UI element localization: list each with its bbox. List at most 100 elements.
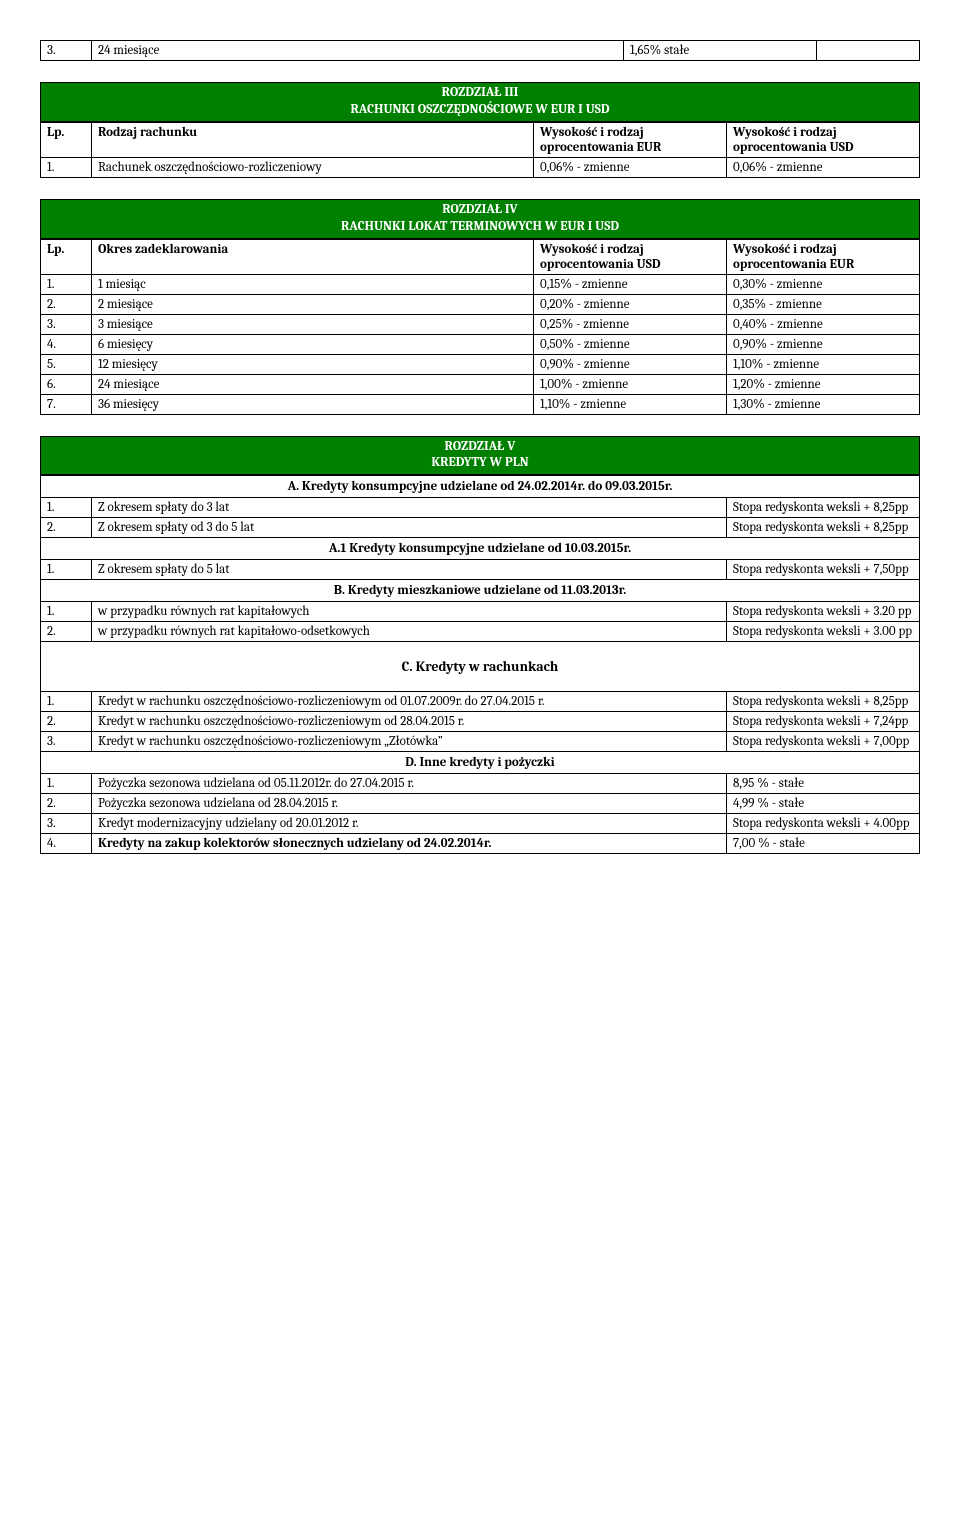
cell-val: Stopa redyskonta weksli + 3.00 pp [727, 622, 920, 642]
cell-lp: 2. [41, 794, 92, 814]
table-row: 5.12 miesięcy0,90% - zmienne1,10% - zmie… [41, 354, 920, 374]
section-3-table: Lp. Rodzaj rachunku Wysokość i rodzaj op… [40, 122, 920, 178]
cell-lp: 1. [41, 602, 92, 622]
subheading-a: A. Kredyty konsumpcyjne udzielane od 24.… [41, 476, 920, 498]
col-desc: Rodzaj rachunku [92, 122, 534, 157]
table-row: 2.Kredyt w rachunku oszczędnościowo-rozl… [41, 712, 920, 732]
cell-c1: 1,00% - zmienne [534, 374, 727, 394]
section-5-header: ROZDZIAŁ V KREDYTY W PLN [40, 436, 920, 476]
cell-desc: 3 miesiące [92, 314, 534, 334]
section-3-header: ROZDZIAŁ III RACHUNKI OSZCZĘDNOŚCIOWE W … [40, 82, 920, 122]
cell-c2: 1,10% - zmienne [727, 354, 920, 374]
table-row: 3.Kredyt w rachunku oszczędnościowo-rozl… [41, 732, 920, 752]
section-4-title-2: RACHUNKI LOKAT TERMINOWYCH W EUR I USD [45, 219, 915, 236]
cell-val: Stopa redyskonta weksli + 7,00pp [727, 732, 920, 752]
col-lp: Lp. [41, 239, 92, 274]
section-4-header: ROZDZIAŁ IV RACHUNKI LOKAT TERMINOWYCH W… [40, 199, 920, 239]
cell-desc: 36 miesięcy [92, 394, 534, 414]
cell-desc: w przypadku równych rat kapitałowo-odset… [92, 622, 727, 642]
cell-c1: 0,06% - zmienne [534, 157, 727, 177]
cell-val: 4,99 % - stałe [727, 794, 920, 814]
table-row: 1.Z okresem spłaty do 3 latStopa redysko… [41, 498, 920, 518]
cell-desc: Kredyt w rachunku oszczędnościowo-rozlic… [92, 692, 727, 712]
cell-c1: 0,90% - zmienne [534, 354, 727, 374]
table-row: 6.24 miesiące1,00% - zmienne1,20% - zmie… [41, 374, 920, 394]
cell-desc: Pożyczka sezonowa udzielana od 28.04.201… [92, 794, 727, 814]
cell-c2: 0,35% - zmienne [727, 294, 920, 314]
table-row: 1. Rachunek oszczędnościowo-rozliczeniow… [41, 157, 920, 177]
table-row: 1.Z okresem spłaty do 5 latStopa redysko… [41, 560, 920, 580]
table-row: 1.w przypadku równych rat kapitałowychSt… [41, 602, 920, 622]
cell-empty [817, 41, 920, 61]
cell-desc: 1 miesiąc [92, 274, 534, 294]
subheading-d-text: D. Inne kredyty i pożyczki [41, 752, 920, 774]
cell-lp: 1. [41, 560, 92, 580]
cell-lp: 3. [41, 41, 92, 61]
cell-lp: 1. [41, 498, 92, 518]
cell-lp: 3. [41, 314, 92, 334]
cell-lp: 3. [41, 732, 92, 752]
cell-lp: 1. [41, 157, 92, 177]
table-row: 2.Z okresem spłaty od 3 do 5 latStopa re… [41, 518, 920, 538]
cell-desc: Rachunek oszczędnościowo-rozliczeniowy [92, 157, 534, 177]
col-c1: Wysokość i rodzaj oprocentowania USD [534, 239, 727, 274]
subheading-a-text: A. Kredyty konsumpcyjne udzielane od 24.… [41, 476, 920, 498]
cell-lp: 4. [41, 334, 92, 354]
cell-val: Stopa redyskonta weksli + 4.00pp [727, 814, 920, 834]
col-c1: Wysokość i rodzaj oprocentowania EUR [534, 122, 727, 157]
cell-val: Stopa redyskonta weksli + 8,25pp [727, 498, 920, 518]
cell-c2: 0,40% - zmienne [727, 314, 920, 334]
cell-c1: 0,15% - zmienne [534, 274, 727, 294]
cell-desc: Z okresem spłaty od 3 do 5 lat [92, 518, 727, 538]
cell-lp: 1. [41, 692, 92, 712]
cell-desc: Kredyt modernizacyjny udzielany od 20.01… [92, 814, 727, 834]
col-c2: Wysokość i rodzaj oprocentowania EUR [727, 239, 920, 274]
subheading-b-text: B. Kredyty mieszkaniowe udzielane od 11.… [41, 580, 920, 602]
cell-desc: Z okresem spłaty do 5 lat [92, 560, 727, 580]
cell-desc: Kredyt w rachunku oszczędnościowo-rozlic… [92, 712, 727, 732]
cell-desc: Z okresem spłaty do 3 lat [92, 498, 727, 518]
table-row: 4.6 miesięcy0,50% - zmienne0,90% - zmien… [41, 334, 920, 354]
subheading-a1-text: A.1 Kredyty konsumpcyjne udzielane od 10… [41, 538, 920, 560]
table-row: 3.Kredyt modernizacyjny udzielany od 20.… [41, 814, 920, 834]
cell-val: 7,00 % - stałe [727, 834, 920, 854]
table-row: 2.w przypadku równych rat kapitałowo-ods… [41, 622, 920, 642]
cell-desc: Pożyczka sezonowa udzielana od 05.11.201… [92, 774, 727, 794]
table-header-row: Lp. Rodzaj rachunku Wysokość i rodzaj op… [41, 122, 920, 157]
bold-part: Kredyty na zakup kolektorów słonecznych … [98, 836, 491, 851]
cell-lp: 4. [41, 834, 92, 854]
cell-c2: 1,30% - zmienne [727, 394, 920, 414]
cell-val: Stopa redyskonta weksli + 7,24pp [727, 712, 920, 732]
cell-lp: 1. [41, 774, 92, 794]
cell-val: Stopa redyskonta weksli + 8,25pp [727, 518, 920, 538]
cell-desc: Kredyty na zakup kolektorów słonecznych … [92, 834, 727, 854]
subheading-d: D. Inne kredyty i pożyczki [41, 752, 920, 774]
cell-desc: 2 miesiące [92, 294, 534, 314]
section-4-table: Lp. Okres zadeklarowania Wysokość i rodz… [40, 239, 920, 415]
cell-val: 1,65% stałe [624, 41, 817, 61]
subheading-c: C. Kredyty w rachunkach [41, 642, 920, 692]
cell-val: Stopa redyskonta weksli + 7,50pp [727, 560, 920, 580]
cell-desc: w przypadku równych rat kapitałowych [92, 602, 727, 622]
cell-lp: 7. [41, 394, 92, 414]
section-3-title-2: RACHUNKI OSZCZĘDNOŚCIOWE W EUR I USD [45, 102, 915, 119]
cell-c1: 0,20% - zmienne [534, 294, 727, 314]
cell-lp: 5. [41, 354, 92, 374]
table-row: 3.3 miesiące0,25% - zmienne0,40% - zmien… [41, 314, 920, 334]
section-5-table: A. Kredyty konsumpcyjne udzielane od 24.… [40, 475, 920, 854]
cell-val: 8,95 % - stałe [727, 774, 920, 794]
subheading-b: B. Kredyty mieszkaniowe udzielane od 11.… [41, 580, 920, 602]
col-c2: Wysokość i rodzaj oprocentowania USD [727, 122, 920, 157]
cell-c2: 0,90% - zmienne [727, 334, 920, 354]
section-3-title-1: ROZDZIAŁ III [45, 85, 915, 102]
cell-desc: 24 miesiące [92, 41, 624, 61]
top-fragment-table: 3. 24 miesiące 1,65% stałe [40, 40, 920, 61]
cell-lp: 2. [41, 518, 92, 538]
cell-c1: 0,50% - zmienne [534, 334, 727, 354]
cell-desc: Kredyt w rachunku oszczędnościowo-rozlic… [92, 732, 727, 752]
cell-lp: 2. [41, 294, 92, 314]
cell-c2: 1,20% - zmienne [727, 374, 920, 394]
section-4-title-1: ROZDZIAŁ IV [45, 202, 915, 219]
table-row: 7.36 miesięcy1,10% - zmienne1,30% - zmie… [41, 394, 920, 414]
cell-c2: 0,30% - zmienne [727, 274, 920, 294]
